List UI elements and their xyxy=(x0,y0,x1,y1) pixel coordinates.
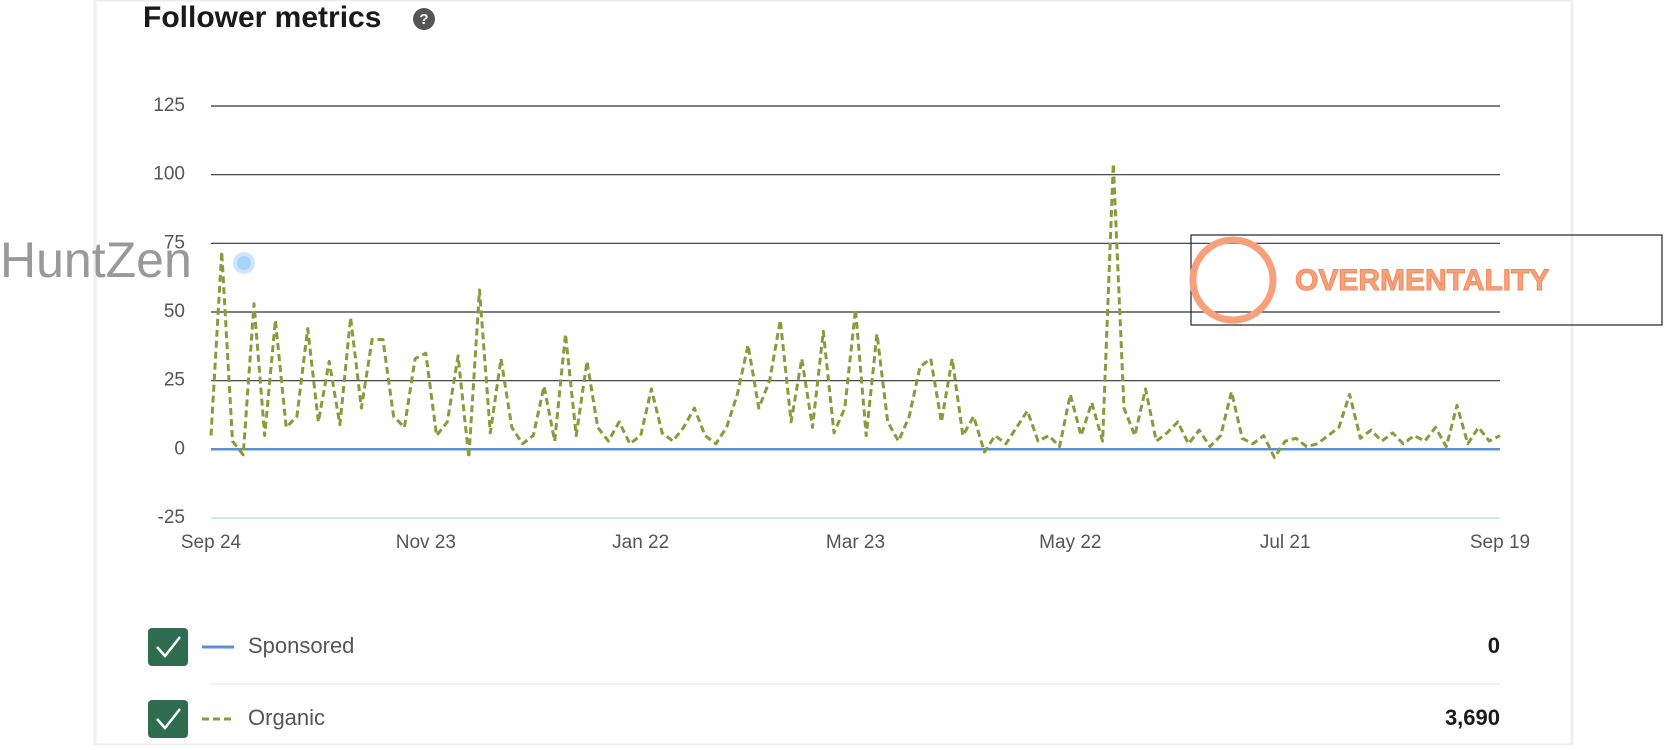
x-tick-label: Sep 19 xyxy=(1470,532,1530,553)
legend-item[interactable]: Sponsored 0 xyxy=(148,628,1500,666)
x-tick-label: Mar 23 xyxy=(826,532,885,553)
y-tick-label: 0 xyxy=(174,438,185,459)
x-tick-label: May 22 xyxy=(1039,532,1101,553)
y-tick-label: -25 xyxy=(158,507,185,528)
y-tick-label: 75 xyxy=(164,232,185,253)
y-tick-label: 25 xyxy=(164,370,185,391)
y-tick-label: 125 xyxy=(153,95,185,116)
legend-checkbox[interactable] xyxy=(148,700,188,738)
series-line xyxy=(209,162,1501,460)
watermark-overmentality: OVERMENTALITY xyxy=(1189,234,1663,326)
chart-title: Follower metrics xyxy=(143,1,381,34)
x-tick-label: Jul 21 xyxy=(1260,532,1311,553)
legend-label: Organic xyxy=(248,705,325,730)
legend-total: 3,690 xyxy=(1445,705,1500,730)
watermark-ring xyxy=(1189,236,1277,324)
help-icon[interactable] xyxy=(413,8,435,30)
watermark-dot xyxy=(233,252,255,274)
legend-total: 0 xyxy=(1488,633,1500,658)
card xyxy=(93,0,1574,747)
x-tick-label: Nov 23 xyxy=(396,532,456,553)
help-icon-mark: ? xyxy=(419,11,428,28)
x-tick-label: Sep 24 xyxy=(181,532,242,553)
y-tick-label: 50 xyxy=(164,301,185,322)
watermark-text: HuntZen xyxy=(0,232,192,288)
legend-item[interactable]: Organic 3,690 xyxy=(148,700,1500,738)
checkbox-check xyxy=(156,636,181,658)
checkbox-check xyxy=(156,708,181,730)
watermark-text: OVERMENTALITY xyxy=(1295,264,1549,297)
legend-checkbox[interactable] xyxy=(148,628,188,666)
legend-label: Sponsored xyxy=(248,633,354,658)
x-tick-label: Jan 22 xyxy=(612,532,669,553)
y-tick-label: 100 xyxy=(153,164,185,185)
